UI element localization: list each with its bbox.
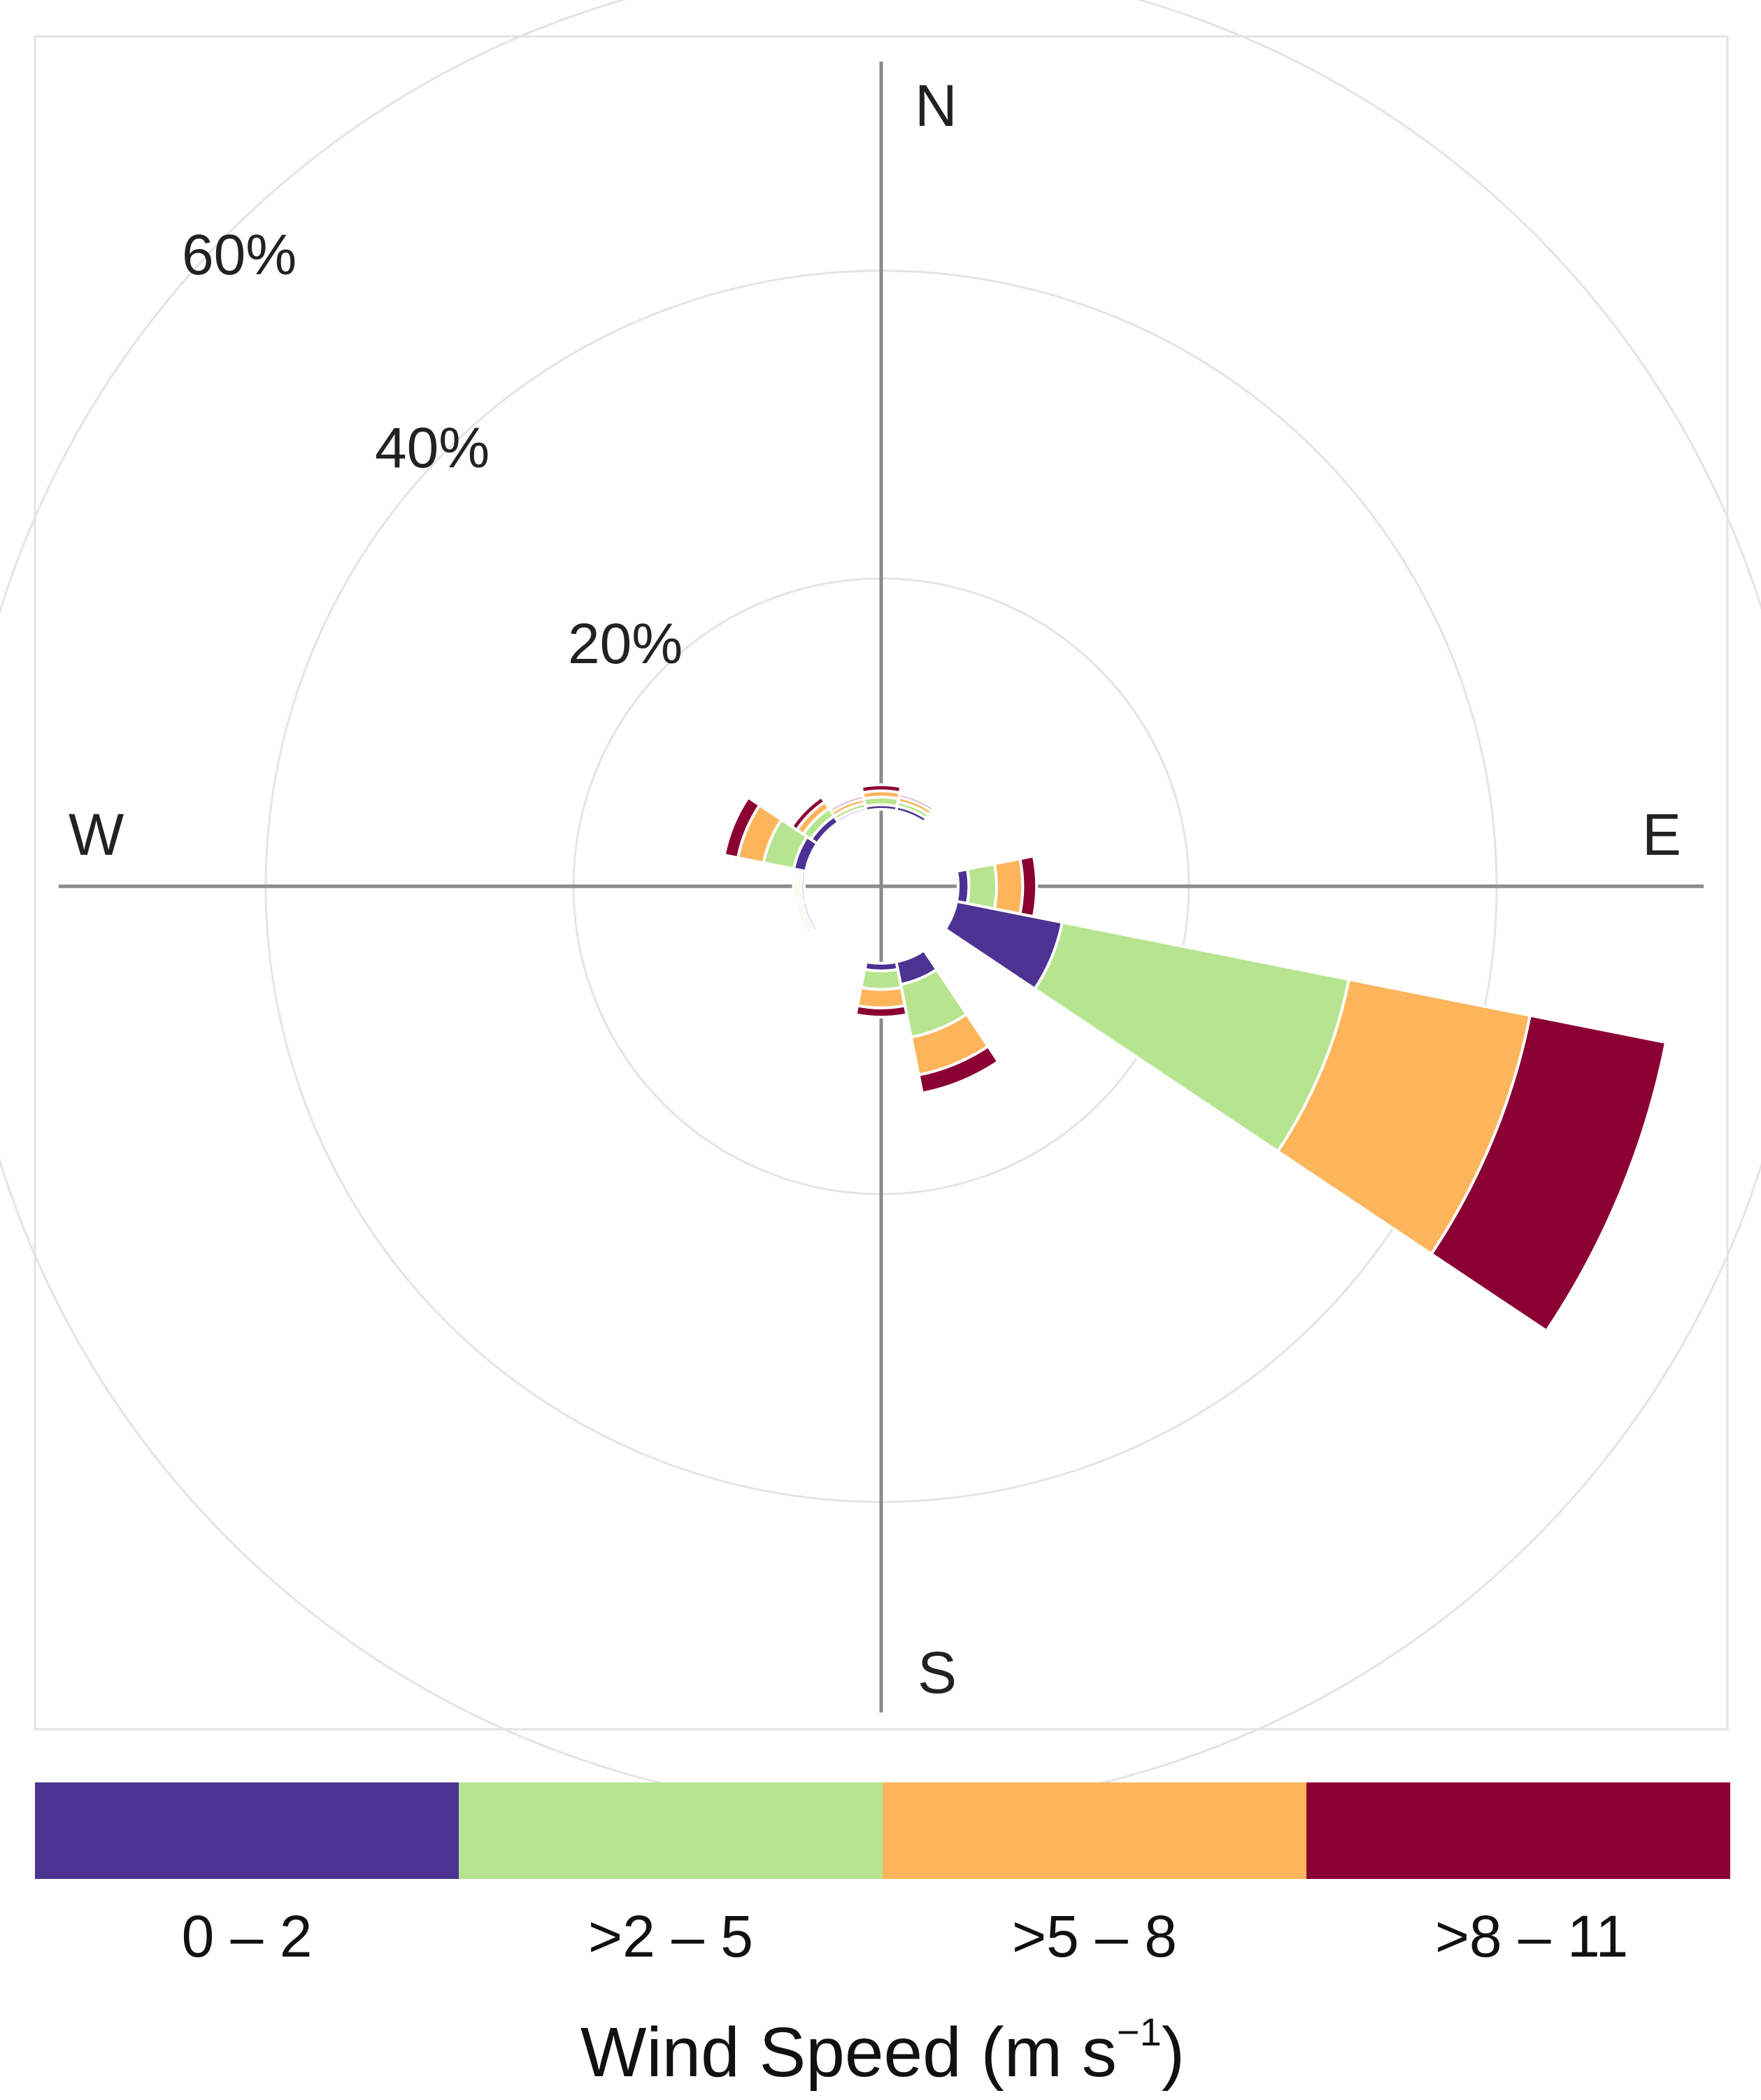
wedge-315-bin-3 — [790, 795, 827, 832]
wedge-337_5-bin-3 — [827, 794, 866, 814]
wedge-292_5-bin-3 — [722, 795, 762, 860]
legend-label-8-11: >8 – 11 — [1435, 1903, 1628, 1969]
legend-label-2-5: >2 – 5 — [588, 1903, 753, 1969]
direction-labels: N E S W — [69, 73, 1681, 1705]
ring-label-20: 20% — [568, 612, 683, 676]
legend-swatch-5-8 — [883, 1782, 1306, 1879]
wedge-180-bin-2 — [855, 986, 907, 1009]
legend-label-5-8: >5 – 8 — [1012, 1903, 1177, 1969]
wedge-180-bin-1 — [859, 967, 904, 991]
wedge-45-bin-3 — [925, 815, 953, 843]
legend-title: Wind Speed (m s−1) — [580, 2010, 1185, 2092]
wedge-112_5-bin-3 — [1429, 1014, 1668, 1333]
wind-sectors — [722, 783, 1668, 1333]
direction-label-north: N — [915, 73, 957, 139]
direction-label-west: W — [69, 802, 124, 867]
legend-title-close: ) — [1162, 2013, 1185, 2092]
wedge-270-bin-3 — [792, 867, 799, 905]
ring-labels: 20% 40% 60% — [182, 223, 683, 676]
wedge-180-bin-3 — [854, 1004, 908, 1019]
legend-title-main: Wind Speed (m s — [580, 2013, 1117, 2092]
legend-swatch-0-2 — [35, 1782, 459, 1879]
wedge-135-bin-2 — [922, 928, 950, 955]
plot-frame — [34, 35, 1729, 1731]
legend-swatch-8-11 — [1306, 1782, 1730, 1879]
wedge-90-bin-2 — [992, 857, 1025, 916]
ring-label-40: 40% — [375, 416, 490, 480]
wedge-90-bin-3 — [1018, 854, 1039, 918]
wedge-225-bin-3 — [810, 930, 838, 958]
wedge-90-bin-1 — [965, 862, 998, 911]
legend: 0 – 2 >2 – 5 >5 – 8 >8 – 11 Wind Speed (… — [35, 1782, 1730, 2092]
wedge-22_5-bin-3 — [897, 793, 936, 813]
wedge-157_5-bin-3 — [917, 1044, 1001, 1095]
wedge-0-bin-3 — [860, 783, 903, 795]
legend-label-0-2: 0 – 2 — [182, 1903, 313, 1969]
direction-label-south: S — [918, 1640, 957, 1705]
ring-label-60: 60% — [182, 223, 297, 287]
legend-swatch-2-5 — [459, 1782, 883, 1879]
legend-title-superscript: −1 — [1117, 2010, 1162, 2054]
direction-label-east: E — [1642, 802, 1681, 867]
